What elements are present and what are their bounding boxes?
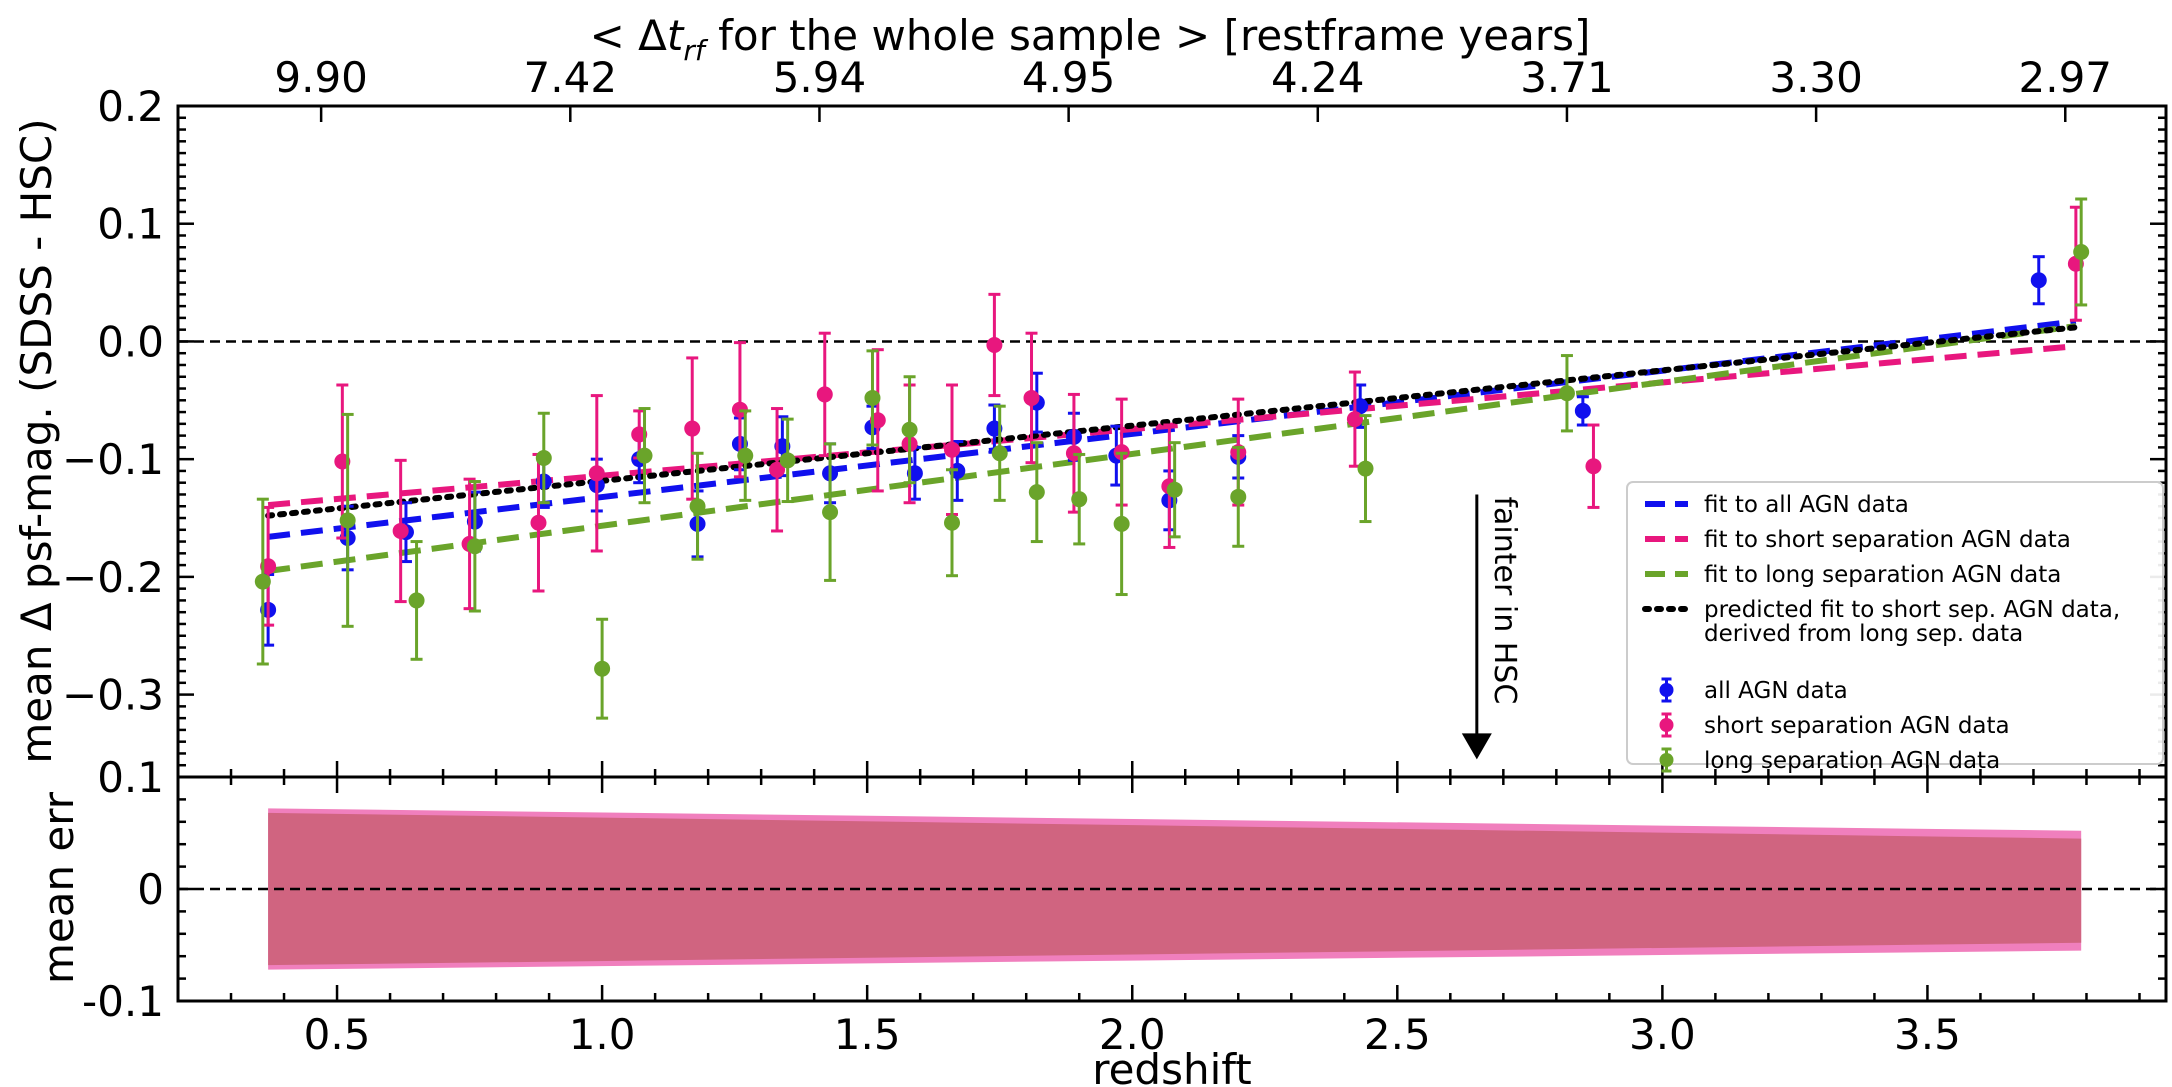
legend-fit-label: fit to all AGN data <box>1704 492 1909 518</box>
data-point <box>2073 244 2089 260</box>
x-tick-label: 2.5 <box>1364 1010 1431 1059</box>
data-point <box>467 538 483 554</box>
top-x-tick-label: 5.94 <box>773 53 867 102</box>
y-tick-label: −0.2 <box>62 553 164 602</box>
legend-fit-label-line2: derived from long sep. data <box>1704 621 2023 647</box>
data-point <box>530 515 546 531</box>
legend: fit to all AGN data fit to short separati… <box>1627 482 2163 774</box>
top-x-tick-label: 4.24 <box>1271 53 1365 102</box>
top-x-tick-label: 7.42 <box>524 53 618 102</box>
top-x-tick-label: 4.95 <box>1022 53 1116 102</box>
data-point <box>864 390 880 406</box>
top-x-tick-label: 3.30 <box>1769 53 1863 102</box>
data-point <box>992 445 1008 461</box>
x-tick-label: 1.5 <box>834 1010 901 1059</box>
data-point <box>340 512 356 528</box>
data-point <box>1575 403 1591 419</box>
data-point <box>737 448 753 464</box>
residual-y-axis-title: mean err <box>34 791 83 984</box>
y-tick-label: 0.2 <box>97 82 164 131</box>
residual-y-tick-label: 0.1 <box>97 753 164 802</box>
data-point <box>1029 484 1045 500</box>
legend-fit-label: fit to long separation AGN data <box>1704 562 2061 588</box>
residual-y-tick-label: -0.1 <box>82 977 164 1026</box>
y-tick-label: −0.3 <box>62 671 164 720</box>
y-tick-label: −0.1 <box>62 435 164 484</box>
data-point <box>589 465 605 481</box>
annotation-text: fainter in HSC <box>1487 496 1522 704</box>
top-x-tick-label: 3.71 <box>1520 53 1614 102</box>
x-tick-label: 3.5 <box>1894 1010 1961 1059</box>
data-point <box>1230 489 1246 505</box>
data-point <box>684 421 700 437</box>
data-point <box>1114 516 1130 532</box>
x-tick-label: 0.5 <box>304 1010 371 1059</box>
data-point <box>817 386 833 402</box>
data-point <box>944 515 960 531</box>
data-point <box>594 661 610 677</box>
data-point <box>393 523 409 539</box>
data-point <box>780 452 796 468</box>
data-point <box>1357 461 1373 477</box>
legend-series-label: short separation AGN data <box>1704 713 2010 739</box>
legend-series-label: long separation AGN data <box>1704 748 2000 774</box>
y-tick-label: 0.0 <box>97 317 164 366</box>
data-point <box>2031 272 2047 288</box>
legend-fit-label: predicted fit to short sep. AGN data, <box>1704 597 2120 623</box>
residual-y-tick-label: 0 <box>137 865 164 914</box>
legend-marker <box>1660 683 1674 697</box>
legend-fit-label: fit to short separation AGN data <box>1704 527 2071 553</box>
data-point <box>1167 482 1183 498</box>
data-point <box>986 337 1002 353</box>
y-tick-label: 0.1 <box>97 200 164 249</box>
data-point <box>1559 385 1575 401</box>
legend-series-label: all AGN data <box>1704 678 1848 704</box>
y-axis-title: mean Δ psf-mag. (SDSS - HSC) <box>12 118 61 763</box>
data-point <box>637 448 653 464</box>
legend-marker <box>1660 718 1674 732</box>
data-point <box>1071 491 1087 507</box>
top-x-tick-label: 2.97 <box>2019 53 2113 102</box>
x-axis-title: redshift <box>1092 1045 1252 1087</box>
legend-marker <box>1660 753 1674 767</box>
data-point <box>409 592 425 608</box>
data-point <box>944 442 960 458</box>
x-tick-label: 3.0 <box>1629 1010 1696 1059</box>
data-point <box>536 450 552 466</box>
data-point <box>255 574 271 590</box>
data-point <box>1024 390 1040 406</box>
top-title-var: t <box>667 11 685 60</box>
x-tick-label: 1.0 <box>569 1010 636 1059</box>
top-x-tick-label: 9.90 <box>274 53 368 102</box>
data-point <box>822 504 838 520</box>
data-point <box>902 422 918 438</box>
data-point <box>690 498 706 514</box>
data-point <box>1347 411 1363 427</box>
data-point <box>1585 458 1601 474</box>
